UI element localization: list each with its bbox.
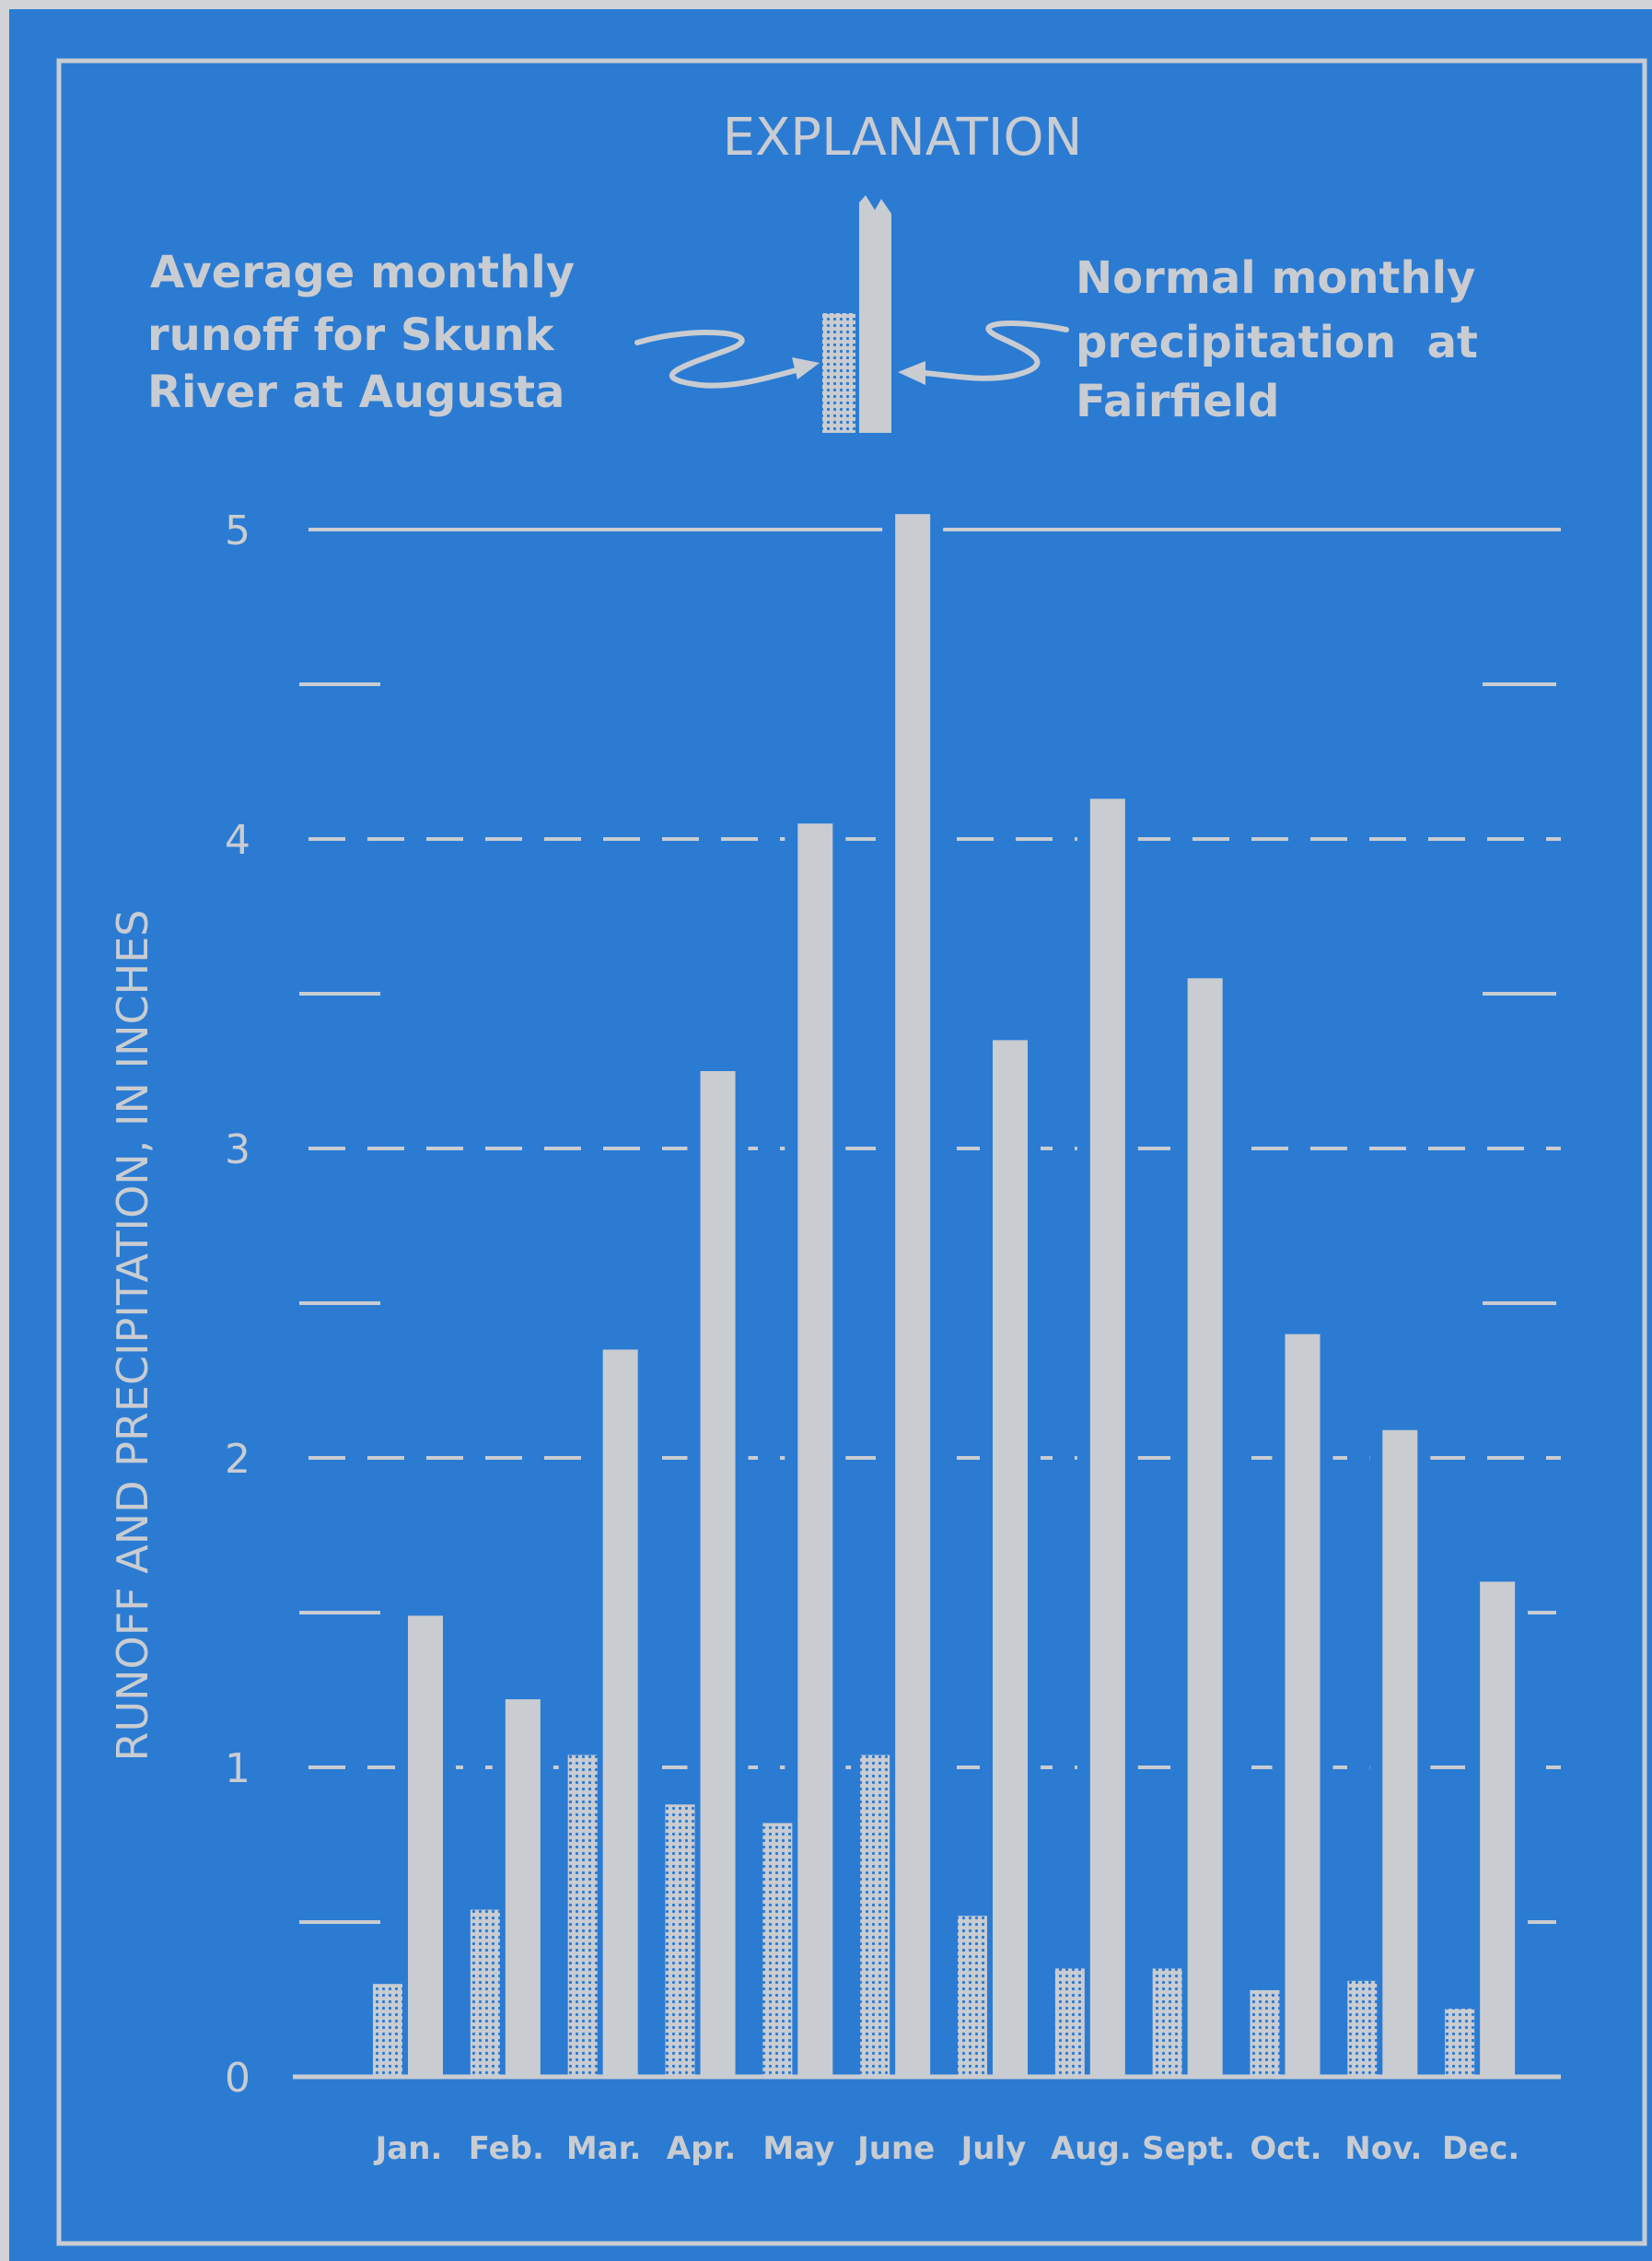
precipitation-bar (895, 514, 931, 2078)
runoff-legend-line-3: River at Augusta (147, 367, 564, 418)
legend-title: EXPLANATION (723, 108, 1083, 168)
x-tick-label: Apr. (667, 2130, 737, 2167)
y-tick-label: 5 (225, 507, 250, 554)
y-tick-labels: 0 1 2 3 4 5 (225, 507, 250, 2102)
x-tick-label: July (960, 2130, 1027, 2167)
precipitation-bar (1187, 978, 1223, 2077)
y-axis-label: RUNOFF AND PRECIPITATION, IN INCHES (108, 910, 157, 1762)
runoff-legend-line-2: runoff for Skunk (147, 309, 555, 361)
runoff-bar (1152, 1968, 1182, 2077)
precip-legend-label: Normal monthly precipitation at Fairfiel… (1076, 252, 1494, 427)
x-tick-label: Sept. (1142, 2130, 1235, 2167)
x-tick-labels: Jan. Feb. Mar. Apr. May June July Aug. Sept. Oct.… (374, 2130, 1520, 2167)
x-tick-label: Jan. (374, 2130, 443, 2167)
x-tick-label: Oct. (1250, 2130, 1321, 2167)
runoff-bar (567, 1754, 598, 2077)
runoff-bar (1250, 1989, 1280, 2077)
y-tick-label: 4 (225, 817, 250, 864)
x-tick-label: Dec. (1442, 2130, 1519, 2167)
frame-border (56, 58, 1647, 2246)
precipitation-bar (505, 1699, 541, 2077)
runoff-bar (665, 1804, 695, 2077)
runoff-bar (958, 1916, 987, 2077)
precipitation-bar (1089, 798, 1125, 2077)
legend-precip-swatch (859, 195, 891, 433)
precip-leader-arrowhead (898, 361, 925, 385)
precipitation-bar (1285, 1334, 1320, 2077)
precip-legend-line-3: Fairfield (1076, 376, 1279, 427)
runoff-leader-arrow (634, 329, 813, 389)
runoff-bar (470, 1909, 500, 2077)
precip-leader-arrow (904, 321, 1069, 381)
runoff-bar (373, 1984, 402, 2077)
runoff-legend-label: Average monthly runoff for Skunk River a… (147, 247, 590, 418)
precipitation-bar (700, 1071, 736, 2077)
precip-legend-line-2: precipitation at (1076, 317, 1478, 368)
runoff-bar (1445, 2009, 1475, 2077)
runoff-bar (1054, 1968, 1085, 2077)
runoff-leader-arrowhead (792, 357, 820, 379)
precipitation-bar (1480, 1581, 1516, 2077)
runoff-bar (860, 1754, 890, 2077)
runoff-bar (1347, 1980, 1378, 2077)
precipitation-bar (408, 1615, 443, 2077)
y-tick-label: 3 (225, 1126, 250, 1173)
precipitation-bar (797, 823, 833, 2078)
x-tick-label: May (762, 2130, 834, 2167)
x-tick-label: Mar. (566, 2130, 642, 2167)
runoff-bar (762, 1823, 793, 2077)
legend-runoff-swatch (822, 313, 855, 433)
precipitation-bar (993, 1040, 1028, 2077)
precipitation-bar (1382, 1429, 1418, 2077)
y-tick-label: 1 (225, 1745, 250, 1792)
x-tick-label: Feb. (469, 2130, 544, 2167)
precipitation-bar (602, 1349, 638, 2077)
precip-legend-line-1: Normal monthly (1076, 252, 1475, 304)
bars (364, 501, 1529, 2078)
x-tick-label: Nov. (1344, 2130, 1422, 2167)
runoff-legend-line-1: Average monthly (150, 247, 575, 298)
x-tick-label: Aug. (1051, 2130, 1132, 2167)
x-tick-label: June (855, 2130, 935, 2167)
y-tick-label: 0 (225, 2055, 250, 2102)
y-tick-label: 2 (225, 1436, 250, 1483)
legend: EXPLANATION Average monthly runoff for S… (147, 108, 1494, 433)
